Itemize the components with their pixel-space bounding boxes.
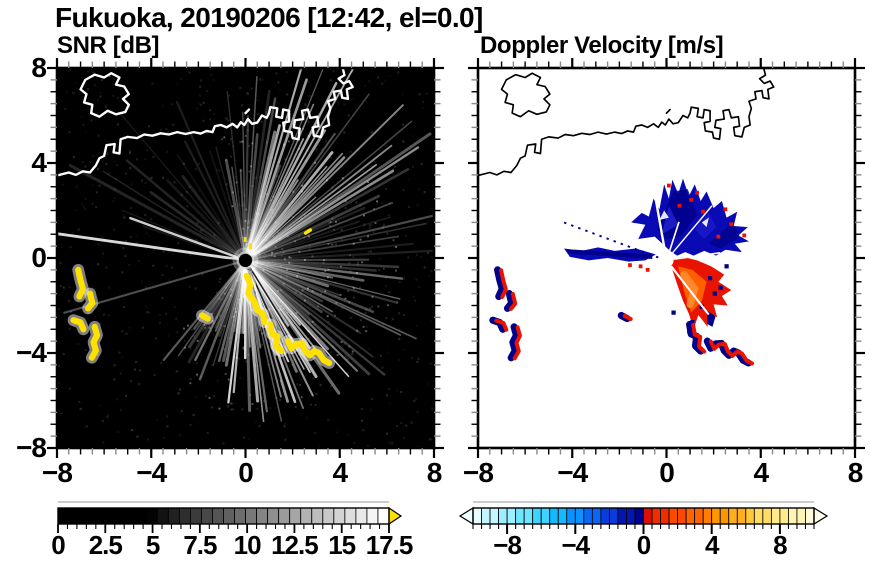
colorbar-tick-label: 17.5 — [365, 530, 414, 560]
x-tick-label: 4 — [753, 457, 770, 488]
colorbar-tick-label: 2.5 — [88, 530, 123, 560]
velocity-colorbar-ticks — [472, 524, 815, 534]
panel-title-doppler: Doppler Velocity [m/s] — [480, 32, 724, 59]
colorbar-tick-label: 10 — [233, 530, 262, 560]
panel-title-snr: SNR [dB] — [57, 32, 160, 59]
colorbar-tick-label: −8 — [493, 530, 522, 560]
axis-ticks — [47, 58, 444, 458]
x-tick-label: 0 — [659, 457, 675, 488]
snr-plot-frame — [47, 58, 444, 458]
velocity-under-arrow — [458, 506, 474, 526]
x-tick-label: −4 — [136, 457, 167, 488]
x-tick-label: 8 — [847, 457, 864, 488]
radar-center-dot — [238, 253, 253, 268]
snr-colorbar-cells — [57, 507, 390, 525]
x-tick-label: 4 — [332, 457, 349, 488]
velocity-plot-frame — [468, 58, 865, 458]
colorbar-tick-label: 4 — [704, 530, 720, 560]
x-tick-label: −4 — [557, 457, 588, 488]
velocity-over-arrow — [813, 506, 829, 526]
axis-ticks — [468, 58, 865, 458]
velocity-colorbar-cells — [472, 507, 815, 525]
colorbar-tick-label: 8 — [773, 530, 788, 560]
y-tick-label: −4 — [16, 337, 47, 368]
figure-title: Fukuoka, 20190206 [12:42, el=0.0] — [55, 2, 483, 33]
snr-dark-sector — [57, 247, 246, 444]
x-tick-label: −8 — [463, 457, 494, 488]
snr-ray-fan — [57, 68, 434, 423]
x-tick-label: −8 — [42, 457, 73, 488]
snr-colorbar-ticks — [57, 524, 390, 533]
snr-center-glow — [232, 237, 259, 274]
colorbar-tick-label: −4 — [561, 530, 590, 560]
colorbar-tick-label: 5 — [145, 530, 161, 560]
snr-clutter-patches — [67, 228, 336, 369]
snr-noise-speckle — [57, 68, 434, 448]
y-tick-label: −8 — [16, 432, 47, 463]
y-tick-label: 4 — [31, 147, 47, 178]
colorbar-tick-label: 15 — [328, 530, 356, 560]
velocity-clutter-patches — [489, 266, 755, 367]
snr-over-arrow — [388, 506, 403, 526]
velocity-white-gaps — [652, 185, 721, 316]
snr-plot — [57, 68, 434, 448]
velocity-plot — [478, 68, 855, 448]
y-tick-label: 0 — [31, 242, 47, 273]
colorbar-tick-label: 7.5 — [183, 530, 217, 560]
snr-colorbar — [57, 501, 403, 533]
colorbar-tick-label: 12.5 — [271, 530, 319, 560]
colorbar-tick-label: 0 — [51, 530, 66, 560]
velocity-dotted-ray — [560, 220, 659, 259]
x-tick-label: 8 — [426, 457, 443, 488]
radar-origin-dot — [659, 253, 674, 268]
velocity-colorbar — [458, 501, 829, 534]
y-tick-label: 8 — [31, 52, 47, 83]
x-tick-label: 0 — [238, 457, 254, 488]
colorbar-tick-label: 0 — [636, 530, 652, 560]
